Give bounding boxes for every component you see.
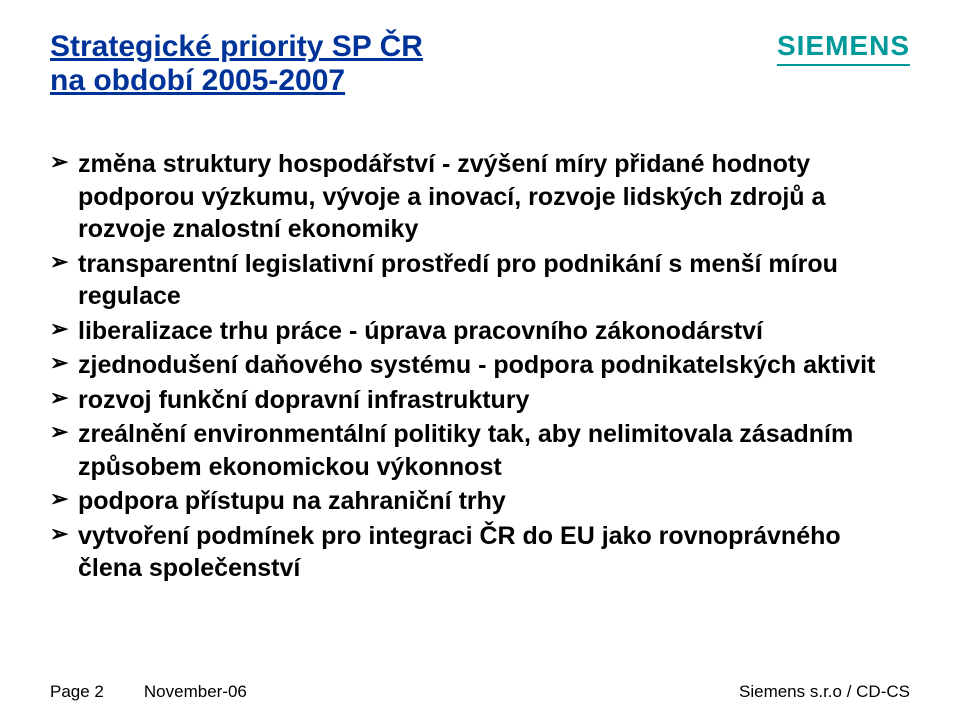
bullet-text: vytvoření podmínek pro integraci ČR do E… — [78, 522, 841, 583]
bullet-item: ➢ rozvoj funkční dopravní infrastruktury — [50, 384, 910, 417]
footer: Page 2 November-06 Siemens s.r.o / CD-CS — [50, 682, 910, 702]
page-number: Page 2 — [50, 682, 104, 702]
bullet-text: rozvoj funkční dopravní infrastruktury — [78, 386, 529, 414]
slide: Strategické priority SP ČR na období 200… — [0, 0, 960, 720]
bullet-item: ➢ podpora přístupu na zahraniční trhy — [50, 485, 910, 518]
footer-date: November-06 — [144, 682, 247, 702]
bullet-text: změna struktury hospodářství - zvýšení m… — [78, 150, 825, 243]
logo-underline — [777, 64, 910, 66]
bullet-item: ➢ zreálnění environmentální politiky tak,… — [50, 418, 910, 483]
bullet-item: ➢ vytvoření podmínek pro integraci ČR do … — [50, 520, 910, 585]
bullet-text: zjednodušení daňového systému - podpora … — [78, 351, 875, 379]
bullet-item: ➢ transparentní legislativní prostředí pr… — [50, 248, 910, 313]
bullet-arrow-icon: ➢ — [50, 520, 68, 549]
content: ➢ změna struktury hospodářství - zvýšení … — [50, 148, 910, 585]
footer-company: Siemens s.r.o / CD-CS — [739, 682, 910, 702]
bullet-arrow-icon: ➢ — [50, 418, 68, 447]
bullet-arrow-icon: ➢ — [50, 349, 68, 378]
bullet-text: podpora přístupu na zahraniční trhy — [78, 487, 506, 515]
bullet-arrow-icon: ➢ — [50, 384, 68, 413]
title-block: Strategické priority SP ČR na období 200… — [50, 30, 423, 98]
bullet-text: transparentní legislativní prostředí pro… — [78, 250, 838, 311]
bullet-arrow-icon: ➢ — [50, 248, 68, 277]
title-line-2: na období 2005-2007 — [50, 64, 423, 98]
siemens-logo: SIEMENS — [777, 30, 910, 66]
bullet-item: ➢ změna struktury hospodářství - zvýšení … — [50, 148, 910, 246]
bullet-list: ➢ změna struktury hospodářství - zvýšení … — [50, 148, 910, 585]
header: Strategické priority SP ČR na období 200… — [50, 30, 910, 98]
footer-left: Page 2 November-06 — [50, 682, 247, 702]
bullet-arrow-icon: ➢ — [50, 148, 68, 177]
title-line-1: Strategické priority SP ČR — [50, 30, 423, 64]
bullet-text: liberalizace trhu práce - úprava pracovn… — [78, 317, 763, 345]
bullet-arrow-icon: ➢ — [50, 315, 68, 344]
bullet-text: zreálnění environmentální politiky tak, … — [78, 420, 853, 481]
bullet-item: ➢ zjednodušení daňového systému - podpora… — [50, 349, 910, 382]
logo-text: SIEMENS — [777, 30, 910, 62]
bullet-arrow-icon: ➢ — [50, 485, 68, 514]
bullet-item: ➢ liberalizace trhu práce - úprava pracov… — [50, 315, 910, 348]
